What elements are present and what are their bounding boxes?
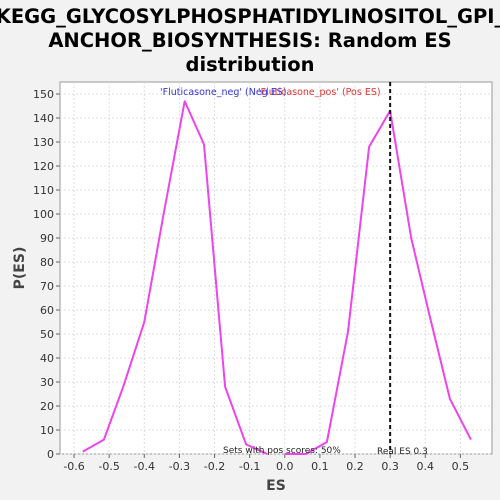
x-tick-label: -0.4	[134, 460, 155, 473]
x-tick-label: -0.6	[63, 460, 84, 473]
legend-pos: 'Fluticasone_pos' (Pos ES)	[258, 87, 381, 98]
y-tick-label: 30	[40, 376, 54, 389]
pos-scores-annotation: Sets with pos scores: 50%	[223, 446, 341, 456]
x-tick-label: 0.5	[452, 460, 470, 473]
x-tick-label: -0.5	[98, 460, 119, 473]
chart-title-line-2: ANCHOR_BIOSYNTHESIS: Random ES	[48, 29, 451, 52]
y-tick-label: 140	[33, 112, 54, 125]
y-tick-label: 90	[40, 232, 54, 245]
chart-title-line-1: KEGG_GLYCOSYLPHOSPHATIDYLINOSITOL_GPI_	[0, 5, 500, 28]
y-tick-label: 70	[40, 280, 54, 293]
grid-lines	[60, 82, 492, 455]
series-line-1	[284, 109, 472, 455]
x-tick-label: -0.2	[204, 460, 225, 473]
y-tick-label: 20	[40, 400, 54, 413]
x-tick-label: -0.1	[239, 460, 260, 473]
y-tick-label: 120	[33, 160, 54, 173]
y-tick-label: 150	[33, 88, 54, 101]
real-es-label: Real ES 0.3	[377, 447, 428, 457]
x-tick-label: -0.3	[169, 460, 190, 473]
y-tick-label: 80	[40, 256, 54, 269]
y-tick-label: 50	[40, 328, 54, 341]
x-tick-label: 0.0	[276, 460, 294, 473]
x-tick-label: 0.1	[311, 460, 329, 473]
legend-neg: 'Fluticasone_neg' (Neg ES)	[160, 87, 287, 98]
y-tick-label: 60	[40, 304, 54, 317]
x-axis-label: ES	[266, 478, 286, 494]
x-axis-ticks: -0.6 -0.5 -0.4 -0.3 -0.2 -0.1 0.0 0.1 0.2 0.3 0.4 0…	[63, 454, 469, 473]
x-tick-label: 0.2	[346, 460, 364, 473]
y-tick-label: 10	[40, 424, 54, 437]
y-tick-label: 40	[40, 352, 54, 365]
x-tick-label: 0.4	[417, 460, 435, 473]
y-tick-label: 130	[33, 136, 54, 149]
series-line-0	[82, 100, 268, 455]
chart-title-line-3: distribution	[186, 53, 315, 76]
y-axis-label: P(ES)	[12, 247, 28, 290]
y-axis-ticks: 0 10 20 30 40 50 60 70 80 90 100 110 120 130 140 150	[33, 88, 60, 461]
series-layer	[82, 100, 472, 455]
x-tick-label: 0.3	[381, 460, 399, 473]
y-tick-label: 100	[33, 208, 54, 221]
plot-area	[59, 81, 493, 455]
y-tick-label: 0	[47, 448, 54, 461]
y-tick-label: 110	[33, 184, 54, 197]
